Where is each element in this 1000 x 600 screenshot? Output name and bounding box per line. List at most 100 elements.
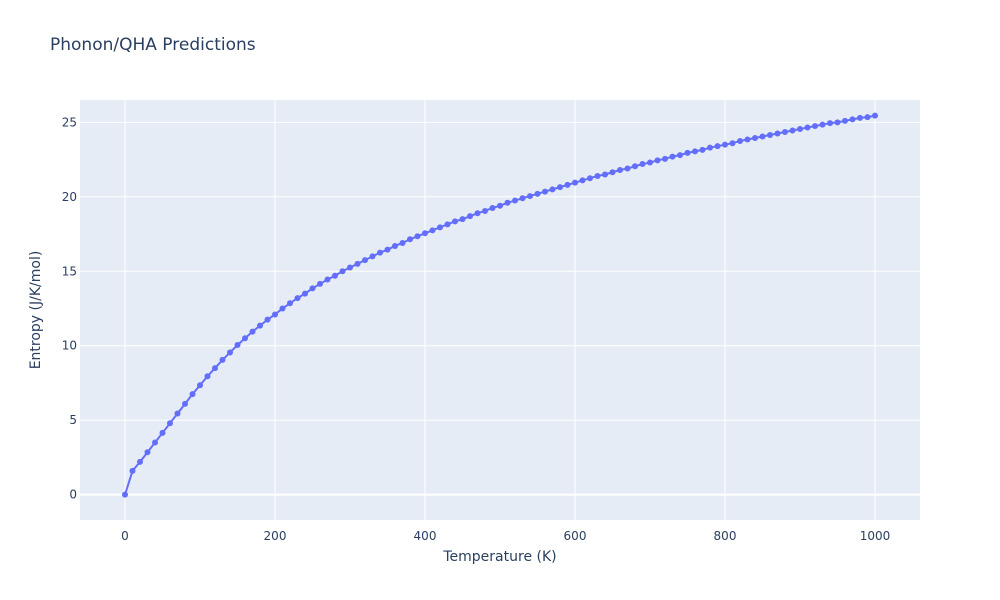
data-point[interactable]: [609, 169, 616, 176]
data-point[interactable]: [797, 126, 803, 133]
data-point[interactable]: [744, 136, 751, 143]
data-point[interactable]: [804, 124, 811, 131]
data-point[interactable]: [249, 328, 256, 335]
data-point[interactable]: [122, 491, 128, 498]
data-point[interactable]: [812, 123, 818, 130]
data-point[interactable]: [159, 429, 166, 436]
data-point[interactable]: [864, 114, 871, 121]
data-point[interactable]: [444, 221, 451, 228]
data-point[interactable]: [842, 117, 848, 124]
data-point[interactable]: [857, 114, 863, 121]
data-point[interactable]: [452, 218, 458, 225]
data-point[interactable]: [677, 152, 683, 159]
data-point[interactable]: [564, 181, 571, 188]
data-point[interactable]: [782, 129, 788, 136]
data-point[interactable]: [294, 295, 301, 302]
data-point[interactable]: [504, 199, 511, 206]
data-point[interactable]: [309, 285, 316, 292]
data-point[interactable]: [789, 127, 796, 134]
data-point[interactable]: [144, 449, 151, 456]
data-point[interactable]: [534, 190, 541, 197]
data-point[interactable]: [129, 467, 136, 474]
data-point[interactable]: [849, 116, 856, 123]
data-point[interactable]: [662, 155, 668, 162]
data-point[interactable]: [737, 137, 743, 144]
data-point[interactable]: [354, 260, 361, 267]
data-point[interactable]: [422, 230, 428, 237]
data-point[interactable]: [654, 157, 661, 164]
data-point[interactable]: [759, 133, 766, 140]
data-point[interactable]: [174, 410, 181, 417]
data-point[interactable]: [624, 165, 631, 172]
data-point[interactable]: [707, 144, 713, 151]
data-point[interactable]: [594, 172, 601, 179]
data-point[interactable]: [699, 146, 706, 153]
data-point[interactable]: [317, 280, 323, 287]
data-point[interactable]: [332, 272, 338, 279]
data-point[interactable]: [437, 224, 443, 231]
data-point[interactable]: [459, 216, 466, 223]
data-point[interactable]: [684, 149, 691, 156]
data-point[interactable]: [714, 143, 721, 150]
data-point[interactable]: [197, 382, 203, 389]
data-point[interactable]: [692, 148, 698, 155]
data-point[interactable]: [152, 439, 158, 446]
data-point[interactable]: [752, 134, 758, 141]
data-point[interactable]: [587, 175, 593, 182]
data-point[interactable]: [407, 236, 413, 243]
data-point[interactable]: [324, 276, 331, 283]
data-point[interactable]: [347, 264, 353, 271]
data-point[interactable]: [414, 233, 421, 240]
data-point[interactable]: [729, 140, 736, 147]
data-point[interactable]: [542, 188, 548, 195]
data-point[interactable]: [242, 335, 248, 342]
data-point[interactable]: [392, 242, 398, 249]
data-point[interactable]: [639, 161, 646, 168]
data-point[interactable]: [617, 167, 623, 173]
data-point[interactable]: [647, 159, 653, 166]
data-point[interactable]: [482, 207, 488, 214]
data-point[interactable]: [557, 184, 563, 191]
data-point[interactable]: [137, 458, 143, 465]
data-point[interactable]: [204, 373, 211, 380]
data-point[interactable]: [362, 257, 368, 264]
data-point[interactable]: [399, 239, 406, 246]
data-point[interactable]: [384, 246, 391, 253]
data-point[interactable]: [167, 420, 173, 427]
data-point[interactable]: [527, 193, 533, 200]
data-point[interactable]: [579, 177, 586, 184]
data-point[interactable]: [467, 213, 473, 220]
data-point[interactable]: [369, 253, 376, 260]
data-point[interactable]: [872, 112, 878, 119]
data-point[interactable]: [474, 210, 481, 217]
data-point[interactable]: [489, 204, 496, 211]
data-point[interactable]: [287, 300, 293, 307]
data-point[interactable]: [519, 195, 526, 202]
data-point[interactable]: [257, 322, 263, 329]
data-point[interactable]: [572, 179, 578, 186]
data-point[interactable]: [212, 365, 218, 372]
data-point[interactable]: [512, 197, 518, 204]
data-point[interactable]: [774, 130, 781, 137]
data-point[interactable]: [377, 249, 383, 256]
data-point[interactable]: [602, 171, 608, 178]
data-point[interactable]: [302, 290, 308, 297]
data-point[interactable]: [549, 186, 556, 193]
data-point[interactable]: [632, 163, 638, 170]
data-point[interactable]: [182, 400, 188, 407]
data-point[interactable]: [834, 119, 841, 126]
data-point[interactable]: [189, 391, 196, 398]
data-point[interactable]: [227, 349, 233, 356]
data-point[interactable]: [429, 227, 436, 234]
data-point[interactable]: [339, 268, 346, 275]
data-point[interactable]: [827, 120, 833, 127]
data-point[interactable]: [234, 342, 241, 348]
data-point[interactable]: [219, 356, 226, 363]
data-point[interactable]: [279, 305, 286, 312]
data-point[interactable]: [722, 141, 728, 148]
data-point[interactable]: [497, 202, 503, 209]
data-point[interactable]: [767, 132, 773, 138]
data-point[interactable]: [272, 311, 278, 318]
data-point[interactable]: [669, 153, 676, 160]
data-point[interactable]: [264, 316, 271, 323]
